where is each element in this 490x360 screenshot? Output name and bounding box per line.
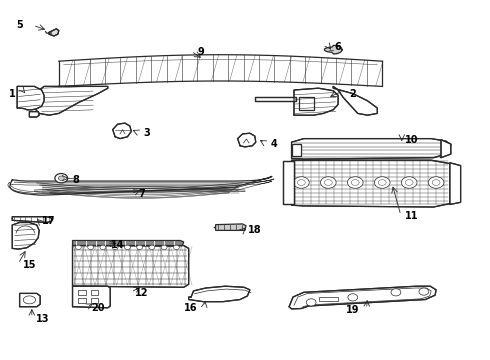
Polygon shape	[255, 97, 296, 101]
Polygon shape	[29, 112, 39, 117]
Circle shape	[401, 177, 417, 188]
Polygon shape	[238, 133, 256, 147]
Polygon shape	[91, 298, 98, 303]
Polygon shape	[17, 86, 44, 110]
Polygon shape	[216, 224, 246, 230]
Text: 17: 17	[42, 216, 56, 226]
Polygon shape	[283, 161, 294, 204]
Polygon shape	[292, 144, 301, 156]
Polygon shape	[49, 29, 59, 36]
Circle shape	[149, 245, 155, 249]
Text: 7: 7	[139, 189, 146, 199]
Polygon shape	[441, 140, 451, 158]
Circle shape	[348, 294, 358, 301]
Circle shape	[75, 245, 81, 249]
Text: 3: 3	[144, 128, 150, 138]
Polygon shape	[34, 86, 108, 115]
Text: 19: 19	[346, 305, 360, 315]
Polygon shape	[292, 139, 451, 159]
Polygon shape	[289, 286, 436, 309]
Polygon shape	[113, 123, 131, 139]
Polygon shape	[292, 160, 451, 207]
Text: 13: 13	[36, 314, 50, 324]
Polygon shape	[294, 88, 338, 115]
Text: 2: 2	[349, 89, 356, 99]
Polygon shape	[299, 97, 314, 110]
Circle shape	[161, 245, 167, 249]
Polygon shape	[189, 286, 250, 302]
Polygon shape	[73, 286, 110, 308]
Circle shape	[58, 176, 64, 180]
Text: 14: 14	[111, 240, 124, 250]
Polygon shape	[59, 55, 382, 86]
Circle shape	[294, 177, 309, 188]
Text: 8: 8	[73, 175, 79, 185]
Text: 12: 12	[135, 288, 149, 298]
Circle shape	[320, 177, 336, 188]
Circle shape	[432, 180, 440, 185]
Text: 6: 6	[335, 42, 342, 52]
Polygon shape	[91, 290, 98, 295]
Polygon shape	[78, 298, 86, 303]
Circle shape	[374, 177, 390, 188]
Polygon shape	[324, 45, 342, 54]
Circle shape	[419, 288, 429, 295]
Text: 18: 18	[248, 225, 262, 235]
Circle shape	[351, 180, 359, 185]
Text: 4: 4	[271, 139, 278, 149]
Circle shape	[173, 245, 179, 249]
Circle shape	[306, 299, 316, 306]
Text: 9: 9	[197, 47, 204, 57]
Text: 11: 11	[405, 211, 418, 221]
Polygon shape	[12, 222, 39, 249]
Text: 1: 1	[9, 89, 16, 99]
Polygon shape	[20, 293, 40, 307]
Polygon shape	[73, 246, 189, 287]
Text: 16: 16	[184, 303, 198, 313]
Circle shape	[378, 180, 386, 185]
Polygon shape	[12, 217, 53, 222]
Circle shape	[112, 245, 118, 249]
Text: 5: 5	[16, 20, 23, 30]
Polygon shape	[333, 86, 377, 115]
Circle shape	[428, 177, 444, 188]
Circle shape	[55, 174, 68, 183]
Bar	[318, 297, 338, 301]
Circle shape	[137, 245, 143, 249]
Text: 20: 20	[91, 303, 105, 313]
Text: 15: 15	[23, 260, 36, 270]
Circle shape	[100, 245, 106, 249]
Circle shape	[297, 180, 305, 185]
Polygon shape	[73, 240, 184, 246]
Polygon shape	[450, 163, 461, 204]
Circle shape	[405, 180, 413, 185]
Circle shape	[347, 177, 363, 188]
Circle shape	[88, 245, 94, 249]
Polygon shape	[78, 290, 86, 295]
Text: 10: 10	[405, 135, 418, 145]
Circle shape	[324, 180, 332, 185]
Circle shape	[124, 245, 130, 249]
Circle shape	[391, 289, 401, 296]
Polygon shape	[10, 176, 272, 195]
